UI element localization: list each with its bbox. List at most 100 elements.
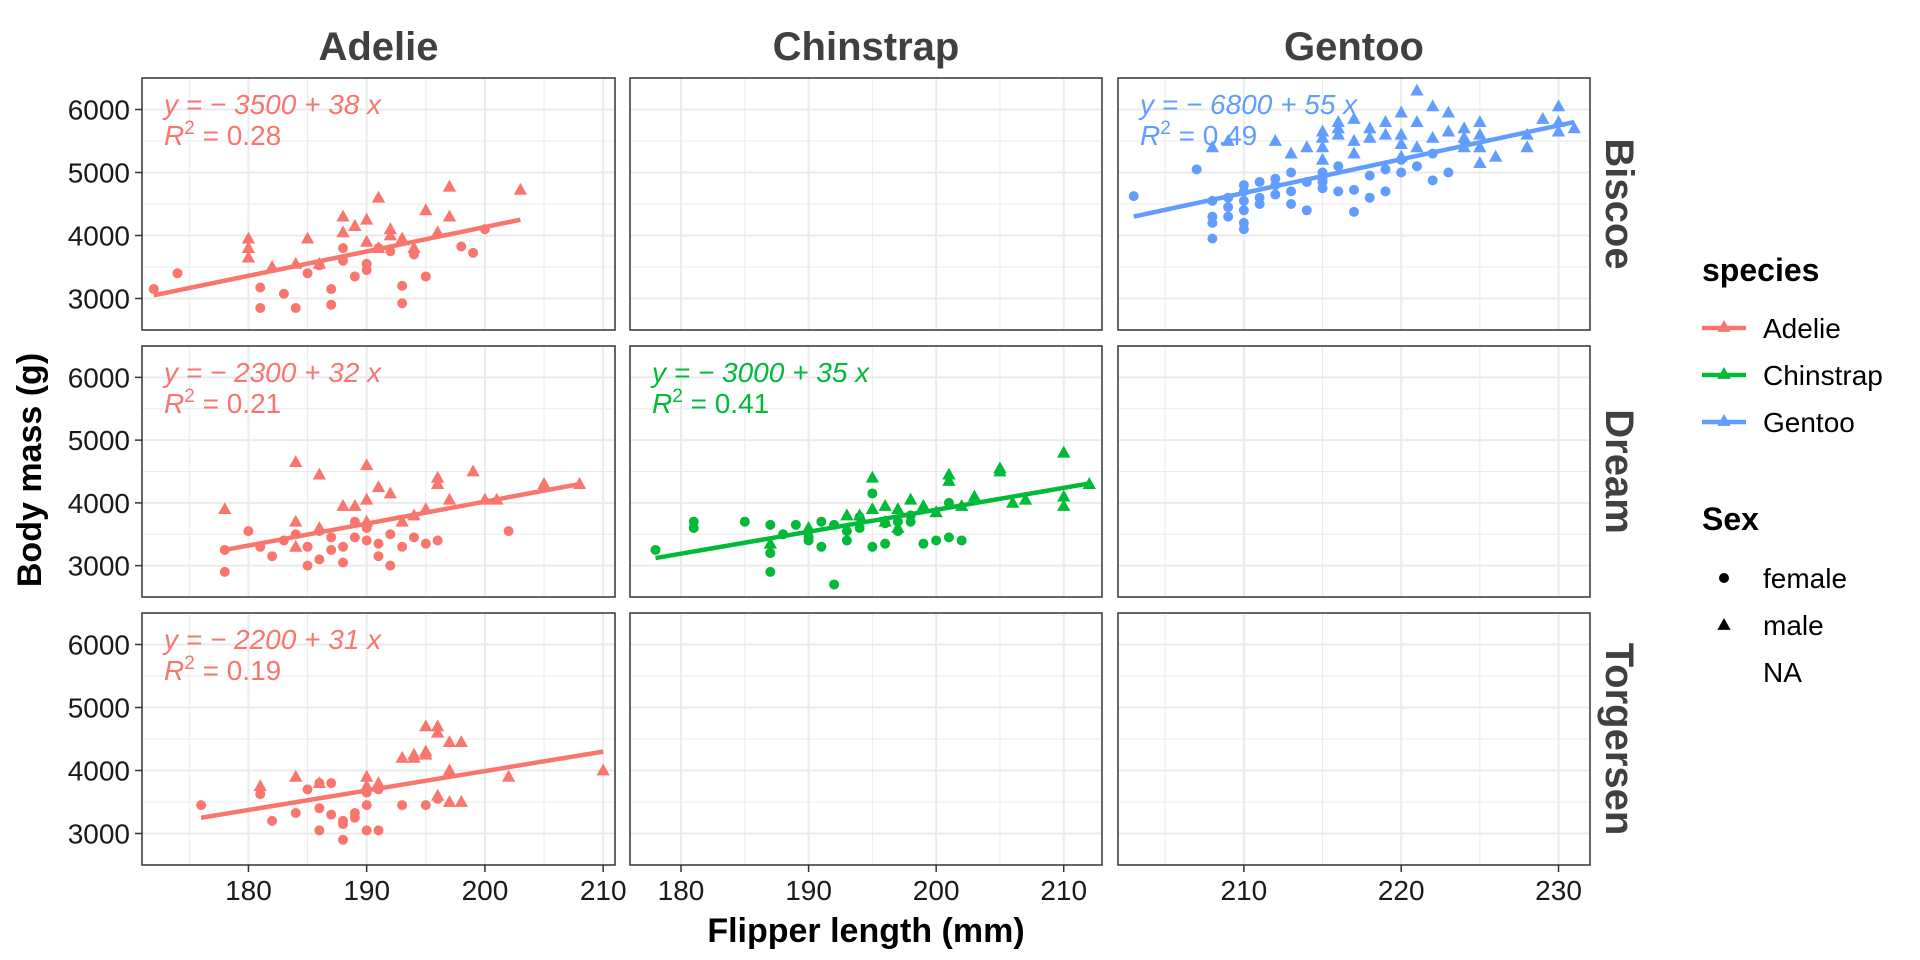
data-point-female (468, 247, 479, 258)
data-point-female (302, 541, 313, 552)
data-point-female (1333, 186, 1344, 197)
strip-label-adelie: Adelie (318, 25, 438, 69)
data-point-female (385, 560, 396, 571)
data-point-female (349, 271, 360, 282)
y-tick-label: 3000 (68, 284, 130, 315)
data-point-female (1270, 189, 1281, 200)
data-point-male (1457, 130, 1471, 143)
data-point-female (302, 268, 313, 279)
panel-border (141, 612, 616, 866)
data-point-male (407, 241, 421, 253)
panel-chinstrap-torgersen (629, 612, 1103, 866)
data-point-female (326, 532, 337, 543)
legend-item-adelie: Adelie (1702, 313, 1841, 344)
data-point-female (397, 280, 408, 291)
equation-label: y = − 3500 + 38 x (162, 89, 382, 120)
data-point-female (267, 551, 278, 562)
data-point-female (397, 541, 408, 552)
legend-species-items: Adelie Chinstrap Gentoo (1702, 313, 1883, 438)
data-point-male (1394, 127, 1408, 140)
data-point-male (878, 499, 892, 511)
data-point-male (241, 250, 256, 263)
data-point-male (891, 520, 905, 533)
data-point-female (1223, 202, 1234, 213)
data-point-female (278, 288, 289, 299)
y-tick-label: 3000 (68, 819, 130, 850)
panel-border (629, 77, 1103, 331)
data-point-female (816, 516, 827, 527)
panel-border (1117, 612, 1591, 866)
data-point-female (956, 535, 967, 546)
regression-line (655, 481, 1090, 561)
data-point-female (1191, 164, 1202, 175)
data-point-female (361, 825, 372, 836)
y-tick-label: 6000 (68, 630, 130, 661)
data-point-male (442, 209, 457, 222)
data-point-male (395, 750, 409, 763)
data-point-male (360, 458, 374, 471)
data-point-female (326, 809, 337, 820)
y-tick-label: 4000 (68, 488, 130, 519)
x-tick-label: 210 (1040, 875, 1087, 906)
data-point-female (338, 243, 349, 254)
data-point-female (361, 258, 372, 269)
data-point-male (537, 477, 551, 489)
r-squared-exponent: 2 (184, 653, 195, 674)
data-point-female (361, 800, 372, 811)
data-point-female (1238, 224, 1249, 235)
data-point-female (841, 526, 852, 537)
data-point-male (289, 539, 303, 552)
data-point-male (336, 499, 350, 511)
data-point-male (852, 508, 867, 521)
data-point-male (1457, 121, 1471, 134)
strip-label-biscoe: Biscoe (1597, 138, 1641, 269)
r-squared-label: R2 = 0.41 (652, 386, 769, 419)
data-point-male (1394, 105, 1408, 118)
data-point-female (1207, 211, 1218, 222)
panel-adelie-torgersen (141, 612, 616, 866)
data-point-male (993, 464, 1007, 477)
data-point-male (1394, 137, 1408, 150)
data-point-male (1347, 146, 1361, 159)
data-point-female (1286, 186, 1297, 197)
data-point-female (931, 535, 942, 546)
data-point-male (942, 467, 956, 480)
regression-line (224, 481, 580, 553)
data-point-female (1364, 192, 1375, 203)
legend-species-title: species (1702, 252, 1819, 288)
series-adelie-dream: y = − 2300 + 32 xR2 = 0.21 (162, 357, 587, 577)
data-point-male (466, 464, 480, 477)
data-point-female (349, 808, 360, 819)
panel-border (629, 612, 1103, 866)
legend-key-triangle (1717, 320, 1731, 332)
y-tick-label: 3000 (68, 551, 130, 582)
data-point-female (1333, 161, 1344, 172)
r-squared-symbol: R (1140, 120, 1160, 151)
r-squared-symbol: R (164, 655, 184, 686)
legend-item-chinstrap: Chinstrap (1702, 360, 1883, 391)
legend-item-male: male (1717, 610, 1824, 641)
equation-label: y = − 2300 + 32 x (162, 357, 382, 388)
y-tick-label: 5000 (68, 425, 130, 456)
data-point-male (1006, 495, 1020, 508)
data-point-male (241, 241, 256, 253)
data-point-male (454, 795, 468, 807)
data-point-male (1300, 140, 1314, 153)
data-point-male (419, 719, 433, 732)
data-point-male (1536, 111, 1550, 124)
r-squared-label: R2 = 0.21 (164, 386, 281, 419)
strip-label-torgersen: Torgersen (1597, 643, 1641, 836)
panel-border (141, 345, 616, 598)
series-gentoo-biscoe: y = − 6800 + 55 xR2 = 0.49 (1128, 83, 1581, 244)
data-point-female (397, 800, 408, 811)
data-point-female (1380, 186, 1391, 197)
series-adelie-biscoe: y = − 3500 + 38 xR2 = 0.28 (148, 89, 528, 313)
data-point-female (1223, 211, 1234, 222)
data-point-male (1551, 99, 1566, 112)
data-point-female (243, 526, 254, 537)
data-point-female (1254, 176, 1265, 187)
data-point-male (1426, 130, 1440, 143)
data-point-male (430, 719, 445, 732)
data-point-female (326, 299, 337, 310)
